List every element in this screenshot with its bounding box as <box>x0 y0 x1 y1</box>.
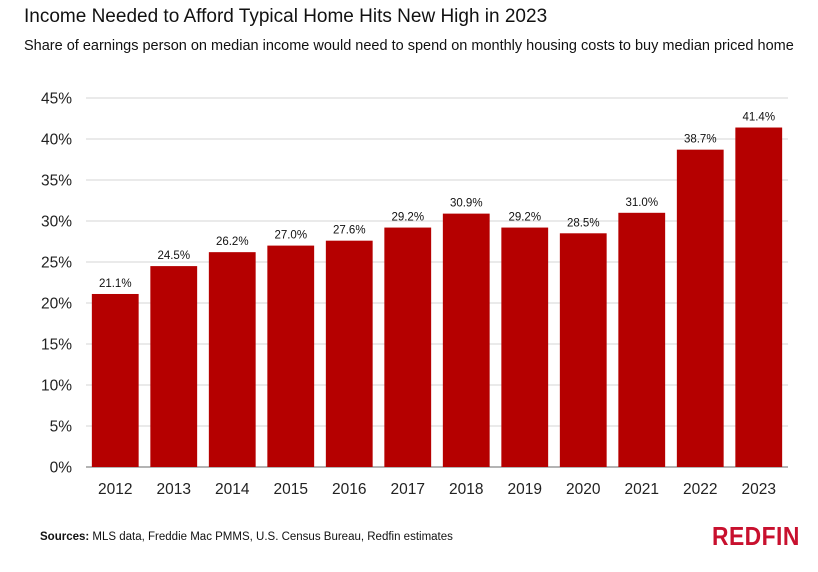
x-tick-label: 2020 <box>566 481 601 498</box>
data-label: 28.5% <box>567 217 600 229</box>
y-tick-label: 0% <box>50 460 73 477</box>
bar <box>676 149 724 467</box>
redfin-logo: REDFIN <box>712 521 800 551</box>
bar <box>91 293 139 467</box>
bar <box>150 266 198 467</box>
x-tick-label: 2012 <box>98 481 132 498</box>
x-tick-label: 2016 <box>332 481 366 498</box>
x-tick-label: 2013 <box>157 481 191 498</box>
y-tick-label: 20% <box>41 296 72 313</box>
data-label: 29.2% <box>508 212 541 224</box>
data-label: 38.7% <box>684 134 717 146</box>
source-note: Sources: MLS data, Freddie Mac PMMS, U.S… <box>40 531 453 543</box>
gridlines <box>86 97 788 468</box>
bar <box>442 213 490 467</box>
data-label: 29.2% <box>391 212 424 224</box>
bar <box>618 212 666 467</box>
data-label: 21.1% <box>99 278 132 290</box>
data-labels: 21.1% 24.5% 26.2% 27.0% 27.6% 29.2% 30.9% 29.2%… <box>99 112 775 290</box>
y-tick-label: 5% <box>50 419 73 436</box>
chart-title: Income Needed to Afford Typical Home Hit… <box>24 6 548 27</box>
y-tick-label: 10% <box>41 378 72 395</box>
x-axis: 2012 2013 2014 2015 2016 2017 2018 2019 2020 2021… <box>98 481 776 498</box>
data-label: 30.9% <box>450 198 483 210</box>
chart-subtitle: Share of earnings person on median incom… <box>24 38 794 54</box>
bar <box>208 252 256 467</box>
bar <box>559 233 607 467</box>
bar <box>501 227 549 467</box>
y-tick-label: 25% <box>41 255 72 272</box>
source-text: MLS data, Freddie Mac PMMS, U.S. Census … <box>89 531 453 543</box>
x-tick-label: 2017 <box>391 481 425 498</box>
bar <box>267 245 315 467</box>
y-tick-label: 30% <box>41 214 72 231</box>
bars <box>91 127 783 468</box>
bar <box>325 240 373 467</box>
data-label: 31.0% <box>625 197 658 209</box>
x-tick-label: 2021 <box>625 481 659 498</box>
bar <box>735 127 783 468</box>
x-tick-label: 2018 <box>449 481 483 498</box>
x-tick-label: 2022 <box>683 481 717 498</box>
y-tick-label: 35% <box>41 173 72 190</box>
x-tick-label: 2014 <box>215 481 250 498</box>
bar <box>384 227 432 467</box>
y-tick-label: 45% <box>41 91 72 108</box>
y-axis: 0% 5% 10% 15% 20% 25% 30% 35% 40% 45% <box>41 91 72 477</box>
data-label: 27.0% <box>274 230 307 242</box>
x-tick-label: 2023 <box>742 481 776 498</box>
data-label: 41.4% <box>742 112 775 124</box>
y-tick-label: 40% <box>41 132 72 149</box>
data-label: 24.5% <box>157 250 190 262</box>
data-label: 27.6% <box>333 225 366 237</box>
x-tick-label: 2015 <box>274 481 308 498</box>
data-label: 26.2% <box>216 236 249 248</box>
source-label: Sources: <box>40 531 90 543</box>
x-tick-label: 2019 <box>508 481 542 498</box>
y-tick-label: 15% <box>41 337 72 354</box>
